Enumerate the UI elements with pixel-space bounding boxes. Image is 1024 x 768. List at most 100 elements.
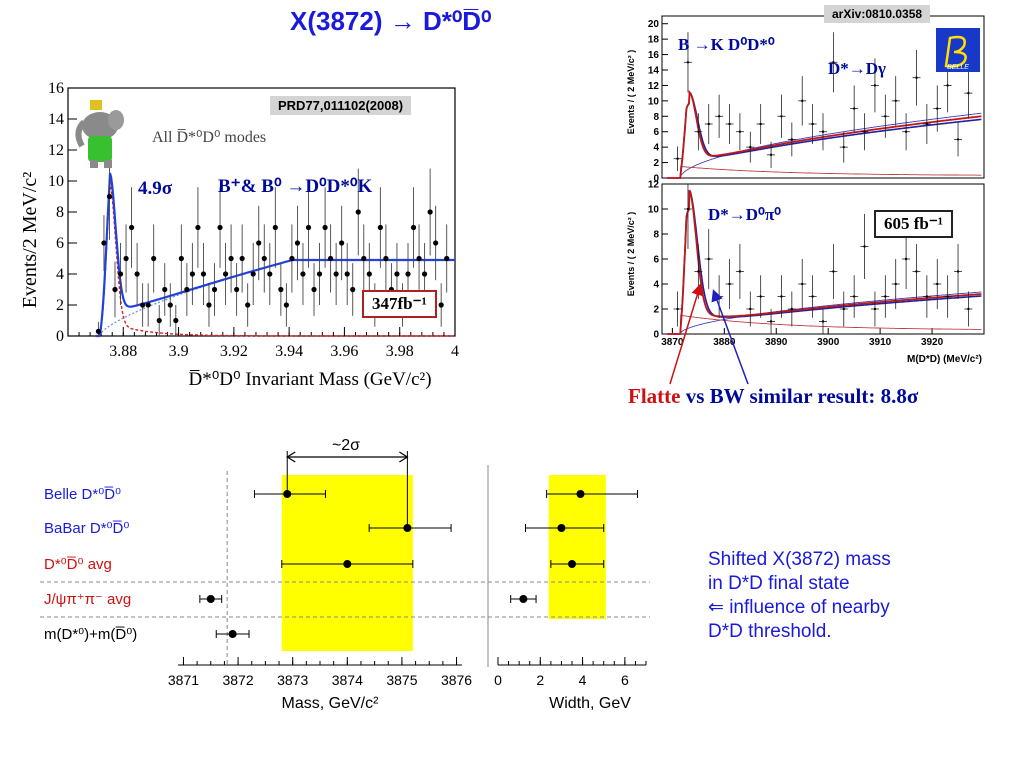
belle-flatte-fit-curve [667,90,982,179]
flatte-label: Flatte [628,384,681,408]
belle-marker [738,270,742,273]
belle-marker [936,107,939,110]
babar-marker [145,302,151,308]
belle-data-point [694,113,703,151]
belle-y-tick-label: 8 [653,230,659,241]
babar-data-point [195,187,201,268]
belle-data-point [725,103,734,145]
babar-marker [394,271,400,277]
babar-y-tick-label: 6 [56,235,64,252]
babar-marker [117,271,124,277]
mass-axis-label: Mass, GeV/c² [282,695,380,712]
width-tick-label: 2 [536,672,544,688]
belle-marker [811,295,814,298]
babar-data-point [189,243,195,305]
shift-note: Shifted X(3872) mass in D*D final state … [708,548,1008,644]
babar-y-tick-label: 10 [48,173,64,190]
belle-marker [738,130,742,133]
belle-y-tick-label: 2 [653,158,659,169]
babar-y-tick-label: 0 [56,328,64,345]
belle-y-tick-label: 4 [653,280,659,291]
babar-marker [195,224,201,231]
babar-marker [294,240,301,246]
belle-marker [686,61,690,64]
belle-data-point [673,291,682,327]
mass-measurement [281,560,414,568]
babar-data-point [128,187,135,268]
belle-marker [697,270,700,273]
shift-note-line-2: in D*D final state [708,573,850,594]
babar-data-point [245,283,251,327]
belle-component-curve [667,314,982,335]
babar-marker [261,255,267,262]
babar-data-point [316,243,323,305]
babar-y-tick-label: 2 [56,297,64,314]
belle-data-point [881,94,890,138]
babar-data-point [311,263,317,316]
mass-tick-label: 3876 [441,672,472,688]
babar-marker [289,255,295,262]
babar-data-point [211,263,218,316]
belle-x-tick-label: 3900 [817,337,840,348]
belle-data-point [829,244,838,299]
babar-marker [95,328,102,334]
babar-data-point [217,187,223,268]
babar-data-point [184,263,190,316]
belle-data-point [954,244,963,299]
belle-marker [946,84,949,87]
babar-data-point [283,283,289,327]
flatte-bw-arrows [669,283,749,385]
babar-marker [350,286,356,293]
babar-marker [366,271,372,277]
babar-marker [211,286,218,293]
babar-y-tick-label: 4 [56,266,64,283]
belle-y-tick-label: 4 [653,143,659,154]
width-tick-label: 4 [579,672,587,688]
babar-marker [377,224,383,231]
belle-data-point [933,259,942,309]
width-average-band [548,475,606,619]
babar-marker [167,302,173,308]
belle-y-tick-label: 18 [648,35,660,46]
belle-x-tick-label: 3870 [661,337,684,348]
summary-row-label: m(D*⁰)+m(D̅⁰) [44,626,137,643]
babar-data-point [344,243,350,305]
babar-marker [239,255,245,262]
belle-marker [769,153,773,157]
babar-x-tick-label: 3.94 [275,343,303,360]
babar-data-point [261,224,267,293]
belle-data-point [746,291,755,327]
width-measurement [546,490,639,498]
babar-marker [416,255,422,262]
babar-marker [328,255,334,262]
babar-data-point [278,263,284,316]
belle-x-tick-label: 3920 [921,337,944,348]
belle-marker [873,84,877,87]
babar-marker [112,286,118,293]
belle-data-point [902,229,911,289]
belle-marker [780,115,783,118]
babar-marker [283,302,289,308]
belle-x-tick-label: 3880 [713,337,736,348]
belle-data-point [787,122,796,157]
babar-data-point [162,263,168,316]
babar-marker [140,302,146,308]
babar-marker [267,271,273,277]
babar-marker [433,240,439,246]
belle-marker [925,295,929,298]
belle-marker [717,115,721,118]
belle-marker [832,270,835,273]
babar-data-point [444,224,450,293]
belle-y-tick-label: 6 [653,255,659,266]
belle-data-point [829,32,838,93]
belle-bottom-subchannel: D*→D⁰π⁰ [708,205,781,224]
belle-y-tick-label: 16 [648,50,660,61]
babar-marker [305,224,312,231]
babar-data-point [350,263,356,316]
babar-x-tick-label: 3.88 [109,343,137,360]
babar-x-tick-label: 4 [451,343,459,360]
babar-data-point [416,224,422,293]
belle-top-subchannel: D*→Dγ [828,59,886,78]
belle-data-point [735,113,744,151]
belle-marker [769,320,773,323]
